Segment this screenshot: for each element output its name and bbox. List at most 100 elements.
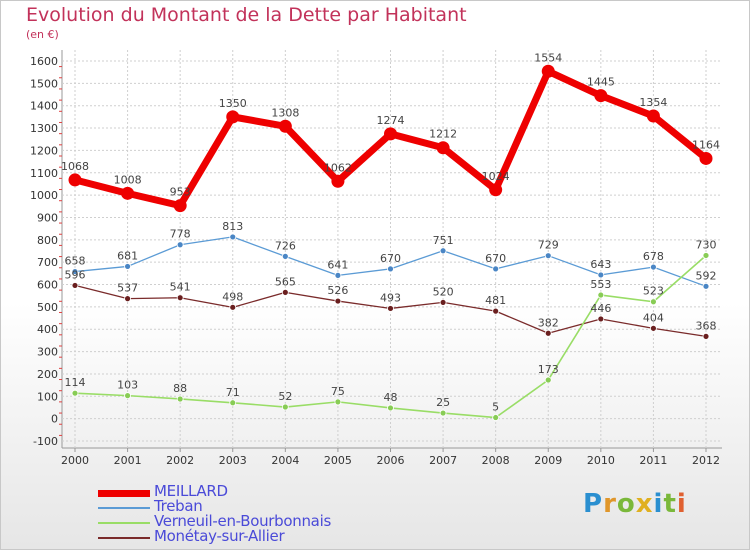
- data-point: [176, 294, 184, 302]
- data-label: 553: [590, 278, 611, 291]
- y-tick-label: 600: [37, 279, 58, 292]
- y-tick-label: 0: [51, 413, 58, 426]
- data-point: [124, 263, 131, 270]
- data-point: [702, 252, 710, 259]
- data-point: [646, 109, 660, 123]
- data-point: [281, 403, 289, 411]
- y-tick-label: 700: [37, 256, 58, 269]
- data-label: 541: [170, 281, 191, 294]
- legend-label: Treban: [154, 497, 203, 515]
- data-point: [68, 173, 82, 187]
- x-tick-label: 2005: [324, 454, 352, 467]
- data-point: [384, 127, 397, 141]
- data-point: [124, 295, 131, 303]
- data-point: [650, 324, 657, 332]
- y-tick-label: 100: [37, 390, 58, 403]
- data-point: [387, 265, 394, 273]
- chart-title: Evolution du Montant de la Dette par Hab…: [26, 4, 467, 26]
- y-tick-label: 1000: [30, 189, 58, 202]
- data-label: 48: [384, 391, 398, 404]
- x-tick-label: 2012: [692, 454, 720, 467]
- data-point: [226, 110, 240, 124]
- data-point: [121, 186, 135, 200]
- data-label: 1008: [114, 173, 142, 186]
- data-point: [492, 414, 500, 421]
- data-point: [387, 305, 394, 312]
- data-label: 730: [696, 238, 717, 251]
- data-point: [492, 307, 500, 315]
- data-point: [334, 271, 342, 279]
- data-point: [71, 389, 79, 397]
- legend-swatch: [98, 507, 150, 509]
- data-point: [229, 399, 237, 407]
- data-label: 1212: [429, 128, 457, 141]
- data-point: [439, 247, 447, 255]
- legend-swatch: [98, 522, 150, 524]
- proxiti-logo: Proxiti: [583, 489, 687, 519]
- data-point: [278, 119, 292, 133]
- y-tick-label: 800: [37, 234, 58, 247]
- x-tick-label: 2009: [534, 454, 562, 467]
- data-label: 565: [275, 275, 296, 288]
- data-label: 523: [643, 285, 664, 298]
- data-point: [176, 241, 184, 249]
- data-label: 1024: [482, 170, 510, 183]
- data-label: 729: [538, 239, 559, 252]
- data-label: 658: [65, 255, 86, 268]
- x-tick-label: 2000: [61, 454, 89, 467]
- data-point: [544, 376, 552, 384]
- data-label: 726: [275, 239, 296, 252]
- data-point: [650, 298, 657, 306]
- data-label: 114: [65, 376, 86, 389]
- y-tick-label: 1600: [30, 55, 58, 68]
- data-label: 103: [117, 379, 138, 392]
- data-point: [334, 297, 342, 305]
- data-label: 1274: [377, 114, 405, 127]
- data-label: 526: [327, 284, 348, 297]
- data-label: 404: [643, 311, 664, 324]
- data-label: 446: [590, 302, 611, 315]
- y-tick-label: 1400: [30, 100, 58, 113]
- data-point: [597, 291, 605, 299]
- data-label: 643: [590, 258, 611, 271]
- data-label: 481: [485, 294, 506, 307]
- data-label: 641: [327, 258, 348, 271]
- data-label: 953: [170, 186, 191, 199]
- data-label: 52: [278, 390, 292, 403]
- data-point: [71, 268, 79, 275]
- data-point: [597, 271, 605, 279]
- data-point: [176, 395, 184, 403]
- y-tick-label: 400: [37, 323, 58, 336]
- data-point: [650, 263, 657, 271]
- data-label: 670: [485, 252, 506, 265]
- data-point: [71, 282, 79, 289]
- data-point: [544, 329, 552, 337]
- data-label: 537: [117, 282, 138, 295]
- y-tick-label: 1500: [30, 77, 58, 90]
- y-tick-label: 200: [37, 368, 58, 381]
- data-point: [702, 332, 710, 340]
- data-label: 173: [538, 363, 559, 376]
- y-tick-label: 1100: [30, 167, 58, 180]
- data-label: 88: [173, 382, 187, 395]
- data-label: 1354: [639, 96, 667, 109]
- data-point: [436, 141, 450, 155]
- x-tick-label: 2002: [166, 454, 194, 467]
- chart-subtitle: (en €): [26, 28, 59, 41]
- data-label: 670: [380, 252, 401, 265]
- x-tick-label: 2001: [114, 454, 142, 467]
- data-label: 778: [170, 228, 191, 241]
- data-label: 1554: [534, 51, 562, 64]
- data-label: 751: [433, 234, 454, 247]
- data-label: 71: [226, 386, 240, 399]
- y-tick-label: 300: [37, 346, 58, 359]
- data-label: 75: [331, 385, 345, 398]
- legend-label: Verneuil-en-Bourbonnais: [154, 512, 331, 530]
- x-tick-label: 2006: [377, 454, 405, 467]
- data-label: 1164: [692, 138, 720, 151]
- data-label: 678: [643, 250, 664, 263]
- data-label: 498: [222, 290, 243, 303]
- data-label: 813: [222, 220, 243, 233]
- legend-label: MEILLARD: [154, 482, 228, 500]
